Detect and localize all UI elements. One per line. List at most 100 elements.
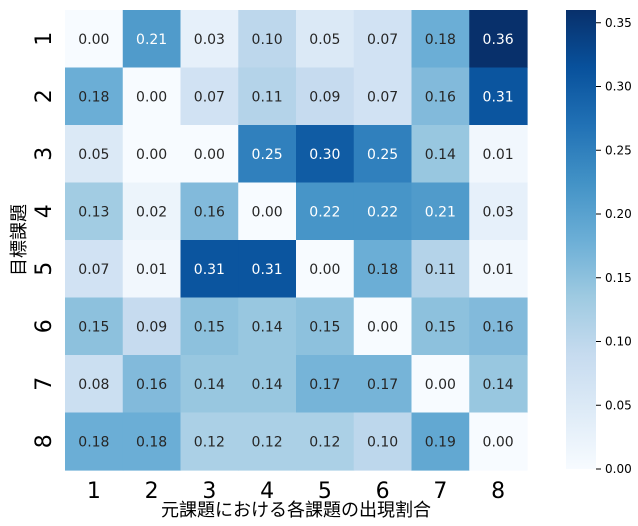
- heatmap-cell: [296, 240, 355, 299]
- colorbar-tick-label: 0.30: [605, 80, 632, 94]
- cell-value-label: 0.30: [309, 147, 340, 163]
- heatmap-cell: [353, 67, 413, 126]
- colorbar-tick-label: 0.05: [605, 398, 632, 412]
- colorbar-tick-label: 0.20: [605, 207, 632, 221]
- heatmap-cell: [469, 412, 528, 471]
- cell-value-label: 0.00: [136, 89, 167, 105]
- colorbar-tick-label: 0.00: [605, 462, 632, 476]
- cell-value-label: 0.12: [252, 434, 283, 450]
- heatmap-cell: [353, 355, 413, 414]
- heatmap-cell: [411, 297, 470, 356]
- heatmap-cell: [65, 67, 124, 126]
- heatmap-cell: [296, 412, 355, 471]
- heatmap-cell: [122, 182, 182, 241]
- heatmap-cell: [353, 240, 413, 299]
- cell-value-label: 0.18: [78, 434, 109, 450]
- heatmap-cell: [411, 412, 470, 471]
- cell-value-label: 0.15: [78, 319, 109, 335]
- x-tick-label: 7: [433, 479, 447, 504]
- heatmap-cell: [65, 10, 124, 69]
- heatmap-cell: [180, 412, 239, 471]
- cell-value-label: 0.09: [136, 319, 167, 335]
- x-tick-labels: 1 2 3 4 5 6 7 8: [87, 479, 505, 504]
- cell-value-label: 0.00: [425, 377, 456, 393]
- heatmap-cell: [469, 125, 528, 184]
- heatmap-cell: [238, 182, 297, 241]
- heatmap-cell: [469, 67, 528, 126]
- heatmap-cell: [238, 10, 297, 69]
- heatmap-cell: [180, 355, 239, 414]
- cell-value-label: 0.14: [194, 377, 225, 393]
- x-axis-label: 元課題における各課題の出現割合: [161, 500, 431, 521]
- cell-value-label: 0.01: [483, 262, 514, 278]
- cell-value-label: 0.31: [194, 262, 225, 278]
- heatmap-cell: [238, 355, 297, 414]
- cell-value-label: 0.21: [136, 32, 167, 48]
- cell-value-label: 0.00: [483, 434, 514, 450]
- heatmap-cell: [353, 412, 413, 471]
- x-tick-label: 5: [318, 479, 332, 504]
- heatmap-cell: [180, 67, 239, 126]
- cell-value-label: 0.12: [309, 434, 340, 450]
- cell-value-label: 0.36: [483, 32, 514, 48]
- x-tick-label: 6: [376, 479, 390, 504]
- heatmap-cell: [411, 125, 470, 184]
- cell-value-label: 0.18: [425, 32, 456, 48]
- heatmap-cell: [122, 355, 182, 414]
- cell-value-label: 0.16: [136, 377, 167, 393]
- x-tick-label: 4: [260, 479, 274, 504]
- heatmap-cell: [180, 125, 239, 184]
- cell-value-label: 0.15: [425, 319, 456, 335]
- x-tick-label: 3: [202, 479, 216, 504]
- y-axis-label: 目標課題: [9, 204, 30, 276]
- heatmap-cell: [296, 182, 355, 241]
- heatmap-cell: [411, 10, 470, 69]
- cell-value-label: 0.22: [367, 204, 398, 220]
- colorbar-tick-label: 0.10: [605, 335, 632, 349]
- cell-value-label: 0.25: [367, 147, 398, 163]
- cell-value-label: 0.14: [252, 319, 283, 335]
- heatmap-cell: [469, 355, 528, 414]
- cell-value-label: 0.09: [309, 89, 340, 105]
- cell-value-label: 0.18: [367, 262, 398, 278]
- cell-value-label: 0.03: [194, 32, 225, 48]
- x-tick-label: 1: [87, 479, 101, 504]
- y-tick-labels: 1 2 3 4 5 6 7 8: [32, 32, 57, 449]
- heatmap-cell: [65, 240, 124, 299]
- heatmap-cell: [238, 240, 297, 299]
- heatmap-cell: [411, 240, 470, 299]
- heatmap-cells: 0.00 0.21 0.03 0.10 0.05 0.07 0.18 0.36 0.18 0.00…: [65, 10, 528, 471]
- cell-value-label: 0.07: [367, 32, 398, 48]
- cell-value-label: 0.15: [309, 319, 340, 335]
- heatmap-cell: [411, 182, 470, 241]
- heatmap-cell: [65, 182, 124, 241]
- cell-value-label: 0.01: [136, 262, 167, 278]
- heatmap-cell: [180, 10, 239, 69]
- heatmap-cell: [238, 297, 297, 356]
- cell-value-label: 0.18: [78, 89, 109, 105]
- cell-value-label: 0.25: [252, 147, 283, 163]
- heatmap-cell: [122, 10, 182, 69]
- cell-value-label: 0.00: [309, 262, 340, 278]
- colorbar-tick-label: 0.25: [605, 143, 632, 157]
- cell-value-label: 0.07: [194, 89, 225, 105]
- heatmap-cell: [65, 297, 124, 356]
- heatmap-cell: [411, 355, 470, 414]
- heatmap-cell: [180, 182, 239, 241]
- cell-value-label: 0.01: [483, 147, 514, 163]
- cell-value-label: 0.12: [194, 434, 225, 450]
- cell-value-label: 0.05: [78, 147, 109, 163]
- cell-value-label: 0.07: [78, 262, 109, 278]
- heatmap-cell: [180, 240, 239, 299]
- cell-value-label: 0.02: [136, 204, 167, 220]
- heatmap-cell: [122, 297, 182, 356]
- cell-value-label: 0.11: [425, 262, 456, 278]
- heatmap-cell: [411, 67, 470, 126]
- cell-value-label: 0.14: [252, 377, 283, 393]
- heatmap-cell: [469, 10, 528, 69]
- heatmap-cell: [122, 240, 182, 299]
- y-tick-label: 1: [32, 32, 57, 46]
- cell-value-label: 0.19: [425, 434, 456, 450]
- heatmap-cell: [65, 412, 124, 471]
